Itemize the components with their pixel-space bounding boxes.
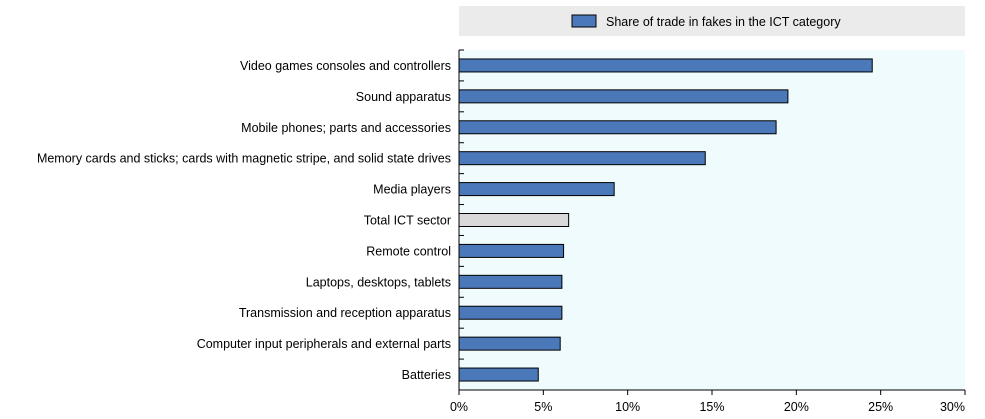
bar [458, 274, 563, 289]
category-label: Transmission and reception apparatus [239, 306, 451, 320]
x-tick-label: 0% [450, 400, 468, 414]
x-tick-label: 5% [534, 400, 552, 414]
bar [458, 89, 789, 104]
bar [458, 58, 873, 73]
category-label: Media players [373, 183, 451, 197]
axes-group: 0% 5% 10% 15% 20% 25% 30% [450, 49, 966, 414]
bar [458, 336, 561, 351]
bar [458, 367, 539, 382]
category-label: Total ICT sector [364, 214, 451, 228]
bar [458, 213, 570, 227]
category-label: Remote control [366, 244, 451, 258]
x-tick-label: 30% [940, 400, 965, 414]
x-tick-label: 25% [868, 400, 893, 414]
category-label: Video games consoles and controllers [240, 59, 451, 73]
category-label: Mobile phones; parts and accessories [241, 121, 451, 135]
bar [458, 120, 777, 135]
bar [458, 151, 706, 166]
legend-box [459, 6, 965, 36]
x-tick-label: 10% [615, 400, 640, 414]
legend-swatch [571, 14, 597, 28]
category-label: Computer input peripherals and external … [197, 337, 451, 351]
bar [458, 182, 615, 197]
x-tick-label: 15% [699, 400, 724, 414]
category-label: Sound apparatus [356, 90, 451, 104]
bar [458, 305, 563, 320]
x-tick-label: 20% [784, 400, 809, 414]
legend-label: Share of trade in fakes in the ICT categ… [606, 15, 841, 29]
category-labels: Video games consoles and controllers Soun… [37, 59, 451, 382]
category-label: Laptops, desktops, tablets [306, 275, 451, 289]
category-label: Memory cards and sticks; cards with magn… [37, 152, 451, 166]
bar [458, 243, 565, 258]
category-label: Batteries [402, 368, 451, 382]
